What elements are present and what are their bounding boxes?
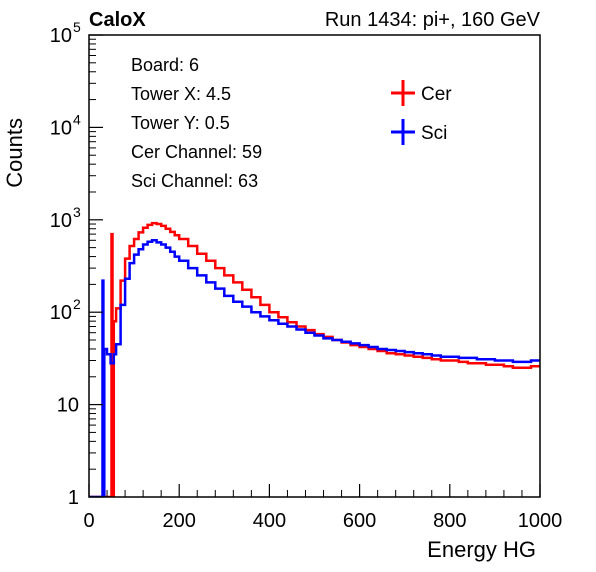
y-tick-label: 10 (57, 395, 79, 417)
y-tick-exponent: 2 (73, 296, 81, 312)
y-tick-label: 10 (50, 117, 72, 139)
info-line: Cer Channel: 59 (131, 142, 262, 162)
info-line: Tower X: 4.5 (131, 84, 231, 104)
x-tick-label: 0 (83, 510, 94, 532)
title-right: Run 1434: pi+, 160 GeV (325, 9, 541, 31)
y-tick-label: 10 (50, 25, 72, 47)
y-tick-label: 10 (50, 210, 72, 232)
y-tick-exponent: 3 (73, 204, 81, 220)
y-tick-exponent: 5 (73, 19, 81, 35)
title-left: CaloX (89, 9, 146, 31)
x-tick-label: 200 (163, 510, 196, 532)
x-axis-label: Energy HG (427, 537, 536, 562)
x-tick-label: 1000 (518, 510, 563, 532)
y-tick-label: 10 (50, 302, 72, 324)
plot-frame (88, 34, 541, 498)
y-tick-label: 1 (68, 487, 79, 509)
y-tick-exponent: 4 (73, 111, 81, 127)
x-tick-label: 800 (433, 510, 466, 532)
legend-label-sci: Sci (421, 123, 447, 144)
legend-label-cer: Cer (421, 84, 452, 105)
series-line-cer (89, 221, 540, 497)
x-tick-label: 400 (253, 510, 286, 532)
info-line: Board: 6 (131, 55, 199, 75)
series-line-sci (89, 239, 540, 497)
info-line: Tower Y: 0.5 (131, 113, 230, 133)
x-tick-label: 600 (343, 510, 376, 532)
y-axis-label: Counts (2, 118, 27, 188)
info-line: Sci Channel: 63 (131, 171, 258, 191)
